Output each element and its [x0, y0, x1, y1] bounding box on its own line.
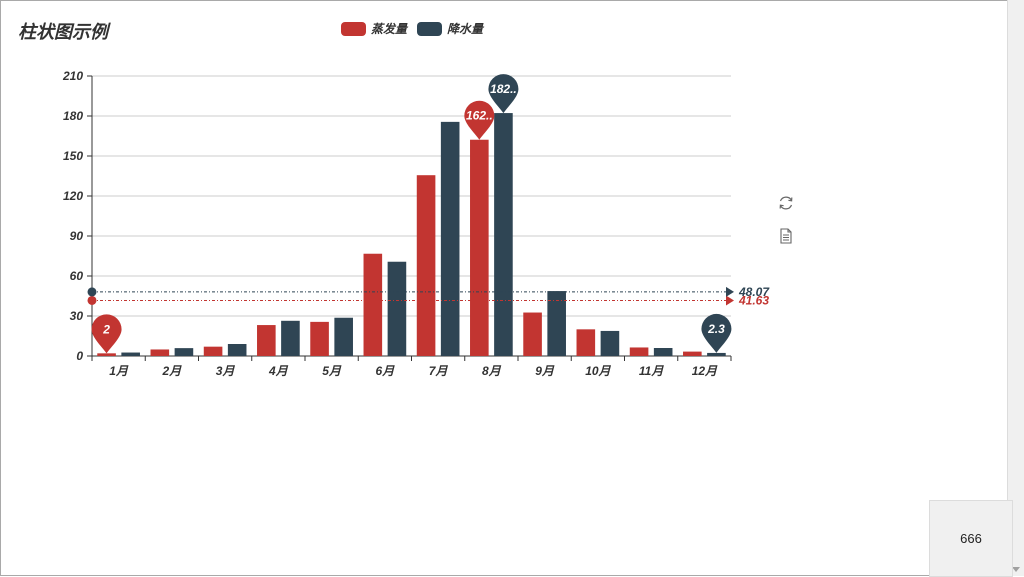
x-tick-label: 7月: [429, 364, 449, 378]
corner-box-label: 666: [960, 531, 982, 546]
bar-precipitation: [387, 261, 407, 356]
scroll-down-arrow[interactable]: [1012, 567, 1020, 572]
mark-point-label-max-evaporation: 162..: [466, 109, 493, 123]
x-tick-label: 3月: [216, 364, 236, 378]
bar-evaporation: [683, 351, 702, 356]
bar-precipitation: [547, 291, 566, 356]
y-tick-label: 180: [63, 109, 83, 123]
bar-precipitation: [281, 320, 300, 356]
bar-evaporation: [629, 347, 649, 356]
bar-precipitation: [494, 113, 513, 356]
mark-point-label-max-precipitation: 182..: [490, 82, 517, 96]
y-tick-label: 30: [70, 309, 84, 323]
chart-title: 柱状图示例: [18, 22, 108, 42]
legend-label-evaporation: 蒸发量: [371, 22, 408, 36]
y-tick-label: 120: [63, 189, 83, 203]
x-tick-label: 9月: [535, 364, 555, 378]
bar-evaporation: [416, 175, 436, 356]
bar-evaporation: [363, 253, 383, 356]
x-tick-label: 5月: [322, 364, 342, 378]
data-view-icon[interactable]: [777, 227, 795, 245]
average-line-arrow-evaporation: [726, 295, 734, 306]
bar-precipitation: [174, 348, 194, 356]
average-line-arrow-precipitation: [726, 286, 734, 297]
bar-precipitation: [440, 121, 460, 356]
bar-precipitation: [707, 352, 726, 356]
x-tick-label: 6月: [376, 364, 396, 378]
bar-precipitation: [600, 330, 620, 356]
mark-point-label-min-precipitation: 2.3: [707, 322, 725, 336]
legend-item-precipitation[interactable]: 降水量: [417, 20, 483, 37]
y-tick-label: 0: [76, 349, 83, 363]
legend-item-evaporation[interactable]: 蒸发量: [341, 20, 407, 37]
legend-swatch-precipitation: [417, 21, 443, 36]
y-tick-label: 60: [70, 269, 84, 283]
bar-evaporation: [470, 139, 489, 356]
x-tick-label: 2月: [162, 364, 183, 378]
mark-point-pin-max-evaporation: [464, 100, 495, 140]
legend: 蒸发量 降水量: [341, 20, 493, 37]
mark-point-pin-max-precipitation: [488, 74, 519, 114]
y-tick-label: 210: [62, 69, 83, 83]
mark-point-pin-min-evaporation: [91, 314, 122, 354]
average-line-start-precipitation: [87, 287, 97, 297]
y-tick-label: 150: [63, 149, 83, 163]
bar-precipitation: [227, 344, 247, 356]
bar-precipitation: [334, 317, 353, 356]
bar-evaporation: [576, 329, 596, 356]
bar-precipitation: [121, 352, 140, 356]
legend-swatch-evaporation: [341, 21, 366, 36]
toolbox: [777, 194, 797, 260]
average-line-label-evaporation: 41.63: [738, 293, 769, 307]
bar-evaporation: [310, 321, 329, 356]
bar-evaporation: [257, 325, 276, 356]
x-tick-label: 12月: [692, 364, 718, 378]
bar-evaporation: [150, 349, 170, 356]
x-tick-label: 1月: [109, 364, 129, 378]
x-tick-label: 10月: [585, 364, 611, 378]
average-line-label-precipitation: 48.07: [738, 285, 770, 299]
x-tick-label: 8月: [482, 364, 502, 378]
legend-label-precipitation: 降水量: [447, 22, 484, 36]
bar-evaporation: [97, 353, 116, 356]
corner-box[interactable]: 666: [929, 500, 1013, 577]
bar-evaporation: [523, 312, 542, 356]
refresh-icon[interactable]: [777, 194, 795, 212]
mark-point-pin-min-precipitation: [701, 313, 732, 353]
y-tick-label: 90: [70, 229, 84, 243]
mark-point-label-min-evaporation: 2: [102, 322, 110, 336]
vertical-scrollbar[interactable]: [1007, 0, 1024, 576]
x-tick-label: 11月: [639, 364, 664, 378]
bar-precipitation: [653, 348, 673, 356]
x-tick-label: 4月: [268, 364, 289, 378]
bar-evaporation: [203, 346, 223, 356]
average-line-start-evaporation: [87, 295, 97, 305]
